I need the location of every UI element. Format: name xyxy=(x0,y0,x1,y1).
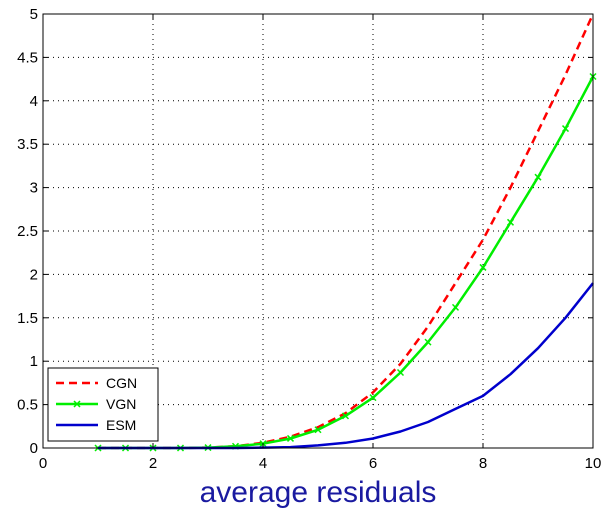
legend-label-cgn: CGN xyxy=(106,375,137,391)
marker-stroke xyxy=(286,434,295,442)
y-tick-label: 4 xyxy=(30,93,38,110)
data-point-vgn xyxy=(369,394,377,402)
marker-stroke xyxy=(424,338,432,346)
grid-lines xyxy=(43,14,593,448)
marker-stroke xyxy=(534,173,542,181)
data-point-vgn xyxy=(451,303,460,311)
x-tick-label: 6 xyxy=(369,455,377,472)
x-axis-label: average residuals xyxy=(200,476,437,509)
y-tick-label: 1 xyxy=(30,353,38,370)
x-tick-label: 2 xyxy=(149,455,157,472)
y-tick-label: 0 xyxy=(30,440,38,457)
marker-stroke xyxy=(479,263,487,271)
data-point-vgn xyxy=(561,125,570,133)
y-tick-label: 3 xyxy=(30,180,38,197)
legend-label-vgn: VGN xyxy=(106,396,136,412)
data-point-vgn xyxy=(534,173,542,181)
legend-label-esm: ESM xyxy=(106,417,136,433)
y-tick-label: 3.5 xyxy=(17,136,38,153)
data-point-vgn xyxy=(286,434,295,442)
y-tick-label: 2 xyxy=(30,266,38,283)
x-tick-label: 8 xyxy=(479,455,487,472)
data-point-vgn xyxy=(479,263,487,271)
marker-stroke xyxy=(506,218,515,226)
marker-stroke xyxy=(341,412,350,420)
data-point-vgn xyxy=(341,412,350,420)
axis-ticks: 0 2 4 6 8 10 0 0.5 1 1.5 2 2.5 3 3.5 4 4.5 5 xyxy=(17,6,601,472)
marker-stroke xyxy=(451,303,460,311)
legend-marker xyxy=(73,400,81,408)
y-tick-label: 4.5 xyxy=(17,49,38,66)
x-tick-label: 4 xyxy=(259,455,267,472)
y-tick-label: 0.5 xyxy=(17,397,38,414)
data-point-vgn xyxy=(424,338,432,346)
marker-stroke xyxy=(396,368,405,377)
legend: CGN VGN ESM xyxy=(47,367,159,442)
marker-stroke xyxy=(314,426,322,434)
marker-stroke xyxy=(369,394,377,402)
data-point-vgn xyxy=(506,218,515,226)
data-point-vgn xyxy=(314,426,322,434)
x-tick-label: 0 xyxy=(39,455,47,472)
y-tick-label: 2.5 xyxy=(17,223,38,240)
y-tick-label: 5 xyxy=(30,6,38,23)
data-point-vgn xyxy=(396,368,405,377)
marker-stroke xyxy=(561,125,570,133)
x-tick-label: 10 xyxy=(585,455,602,472)
y-tick-label: 1.5 xyxy=(17,310,38,327)
